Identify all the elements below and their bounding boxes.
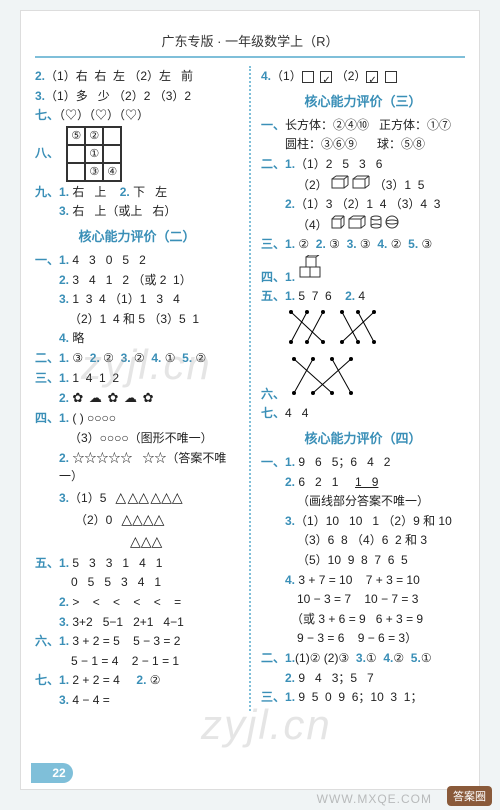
answer-badge: 答案圈 (447, 786, 492, 806)
s2-liu: 六、1. 3 + 2 = 5 5 − 3 = 2 (35, 632, 239, 651)
s4-yi-4d: 9 − 3 = 6 9 − 6 = 3） (261, 629, 465, 648)
s3-qi: 七、4 4 (261, 404, 465, 423)
s3-yi: 一、长方体：②④⑩ 正方体：①⑦ (261, 116, 465, 135)
cube-stack-icon (298, 255, 328, 281)
s3-wu-cross (261, 307, 465, 353)
s2-yi-3b: （2）1 4 和 5 （3）5 1 (35, 310, 239, 329)
s4-yi-4b: 10 − 3 = 7 10 − 7 = 3 (261, 590, 465, 609)
s2-er: 二、1. ③ 2. ② 3. ② 4. ① 5. ② (35, 349, 239, 368)
sphere-icon (385, 215, 399, 229)
section-2-title: 核心能力评价（二） (35, 227, 239, 247)
mxqe-mark: WWW.MXQE.COM (317, 792, 432, 806)
s2-si-3: 3.（1）5 △ △△ △△△ (35, 487, 239, 509)
s2-si-3b: （2）0 △△△△△△△ (35, 509, 239, 552)
matching-lines-icon (288, 354, 358, 398)
page-header: 广东专版 · 一年级数学上（R） (35, 31, 465, 58)
nine: 九、1. 右 上 2. 下 左 (35, 183, 239, 202)
s2-yi: 一、1. 4 3 0 5 2 (35, 251, 239, 270)
pre-line-2: 2.2.（1）右 右 左 （2）左 前（1）右 右 左 （2）左 前 (35, 67, 239, 86)
column-divider (249, 66, 251, 711)
s2-yi-3a: 3. 1 3 4 （1）1 3 4 (35, 290, 239, 309)
s2-si: 四、1. ( ) ○○○○ (35, 409, 239, 428)
pre-4: 4.（1） （2） (261, 67, 465, 86)
eight: 八、 ⑤② ① ③④ (35, 126, 239, 182)
page-number: 22 (45, 763, 73, 783)
s3-er-1b: （2） （3）1 5 (261, 175, 465, 195)
s2-san: 三、1. 1 4 1 2 (35, 369, 239, 388)
s2-yi-2: 2. 3 4 1 2 （或 2 1） (35, 271, 239, 290)
cuboid-icon (348, 215, 366, 229)
cuboid-icon (331, 175, 349, 189)
s2-san-2: 2. ✿ ☁ ✿ ☁ ✿ (35, 388, 239, 408)
s2-si-2: 2. ☆☆☆☆☆ ☆☆（答案不唯一） (35, 449, 239, 486)
nine-3: 3. 右 上（或上 右） (35, 202, 239, 221)
matching-lines-icon (285, 307, 333, 347)
s3-si: 四、1. (261, 255, 465, 287)
s2-yi-4: 4. 略 (35, 329, 239, 348)
cuboid-icon (352, 175, 370, 189)
s3-liu: 六、 (261, 354, 465, 404)
s2-wu-1b: 0 5 5 3 4 1 (35, 573, 239, 592)
s4-er-2: 2. 9 4 3；5 7 (261, 669, 465, 688)
s4-yi-3a: 3.（1）10 10 1 （2）9 和 10 (261, 512, 465, 531)
s2-wu-3: 3. 3+2 5−1 2+1 4−1 (35, 613, 239, 632)
s3-er-2a: 2.（1）3 （2）1 4 （3）4 3 (261, 195, 465, 214)
content-columns: 2.2.（1）右 右 左 （2）左 前（1）右 右 左 （2）左 前 3.（1）… (35, 66, 465, 711)
seven: 七、（♡）（♡）（♡） (35, 106, 239, 125)
s4-yi: 一、1. 9 6 5；6 4 2 (261, 453, 465, 472)
s3-san: 三、1. ② 2. ③ 3. ③ 4. ② 5. ③ (261, 235, 465, 254)
s4-yi-2b: （画线部分答案不唯一） (261, 492, 465, 511)
s4-yi-3b: （3）6 8 （4）6 2 和 3 (261, 531, 465, 550)
s3-er-2b: （4） (261, 215, 465, 235)
left-column: 2.2.（1）右 右 左 （2）左 前（1）右 右 左 （2）左 前 3.（1）… (35, 66, 239, 711)
s3-wu: 五、1. 5 7 6 2. 4 (261, 287, 465, 306)
pre-line-3: 3.（1）多 少 （2）2 （3）2 (35, 87, 239, 106)
page: 广东专版 · 一年级数学上（R） 2.2.（1）右 右 左 （2）左 前（1）右… (20, 10, 480, 790)
s4-yi-4a: 4. 3 + 7 = 10 7 + 3 = 10 (261, 571, 465, 590)
s4-san: 三、1. 9 5 0 9 6；10 3 1； (261, 688, 465, 707)
s4-yi-4c: （或 3 + 6 = 9 6 + 3 = 9 (261, 610, 465, 629)
s2-wu: 五、1. 5 3 3 1 4 1 (35, 554, 239, 573)
s2-si-1b: （3）○○○○（图形不唯一） (35, 429, 239, 448)
s2-wu-2: 2. > < < < < = (35, 593, 239, 612)
cylinder-icon (370, 215, 382, 229)
s2-qi-3: 3. 4 − 4 = (35, 691, 239, 710)
s2-qi: 七、1. 2 + 2 = 4 2. ② (35, 671, 239, 690)
section-3-title: 核心能力评价（三） (261, 92, 465, 112)
right-column: 4.（1） （2） 核心能力评价（三） 一、长方体：②④⑩ 正方体：①⑦ 圆柱：… (261, 66, 465, 711)
s4-yi-3c: （5）10 9 8 7 6 5 (261, 551, 465, 570)
s4-er: 二、1.(1)② (2)③ 3.① 4.② 5.① (261, 649, 465, 668)
cube-icon (331, 215, 345, 229)
s3-yi-b: 圆柱：③⑥⑨ 球：⑤⑧ (261, 135, 465, 154)
s4-yi-2: 2. 6 2 1 1 9 (261, 473, 465, 492)
section-4-title: 核心能力评价（四） (261, 429, 465, 449)
s3-er: 二、1.（1）2 5 3 6 (261, 155, 465, 174)
matching-lines-icon (336, 307, 384, 347)
grid-3x3: ⑤② ① ③④ (66, 126, 122, 182)
s2-liu-1b: 5 − 1 = 4 2 − 1 = 1 (35, 652, 239, 671)
